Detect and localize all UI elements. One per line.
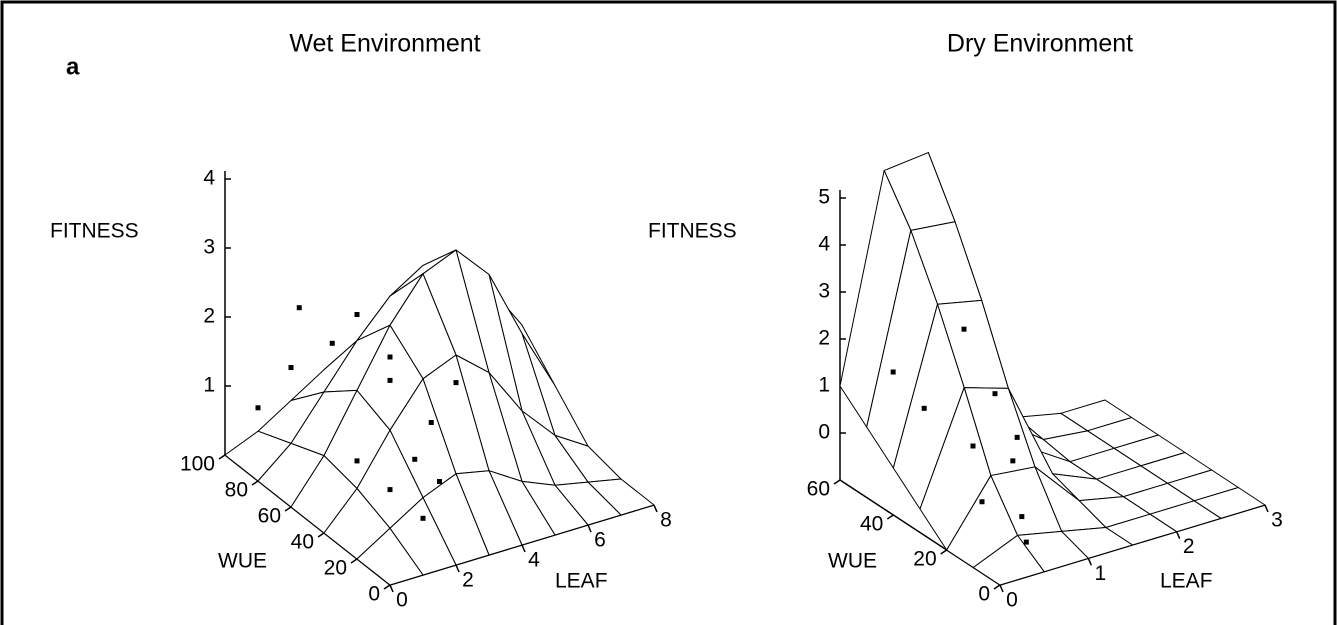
z-tick-label: 3 — [818, 280, 830, 303]
surface-cell — [356, 527, 424, 586]
x-tick — [455, 564, 460, 573]
x-axis-label: LEAF — [1160, 570, 1213, 593]
y-tick — [350, 558, 358, 564]
x-tick-label: 0 — [396, 589, 408, 612]
y-tick — [993, 584, 1001, 590]
x-tick — [587, 524, 592, 533]
chart-title: Wet Environment — [289, 30, 480, 58]
x-tick-label: 2 — [1183, 535, 1195, 558]
x-tick — [389, 584, 394, 593]
data-point — [961, 326, 967, 332]
y-tick — [251, 480, 259, 486]
data-point — [387, 487, 393, 493]
z-tick-label: 2 — [818, 327, 830, 350]
z-tick-label: 1 — [203, 374, 215, 397]
y-tick-label: 60 — [807, 478, 830, 501]
data-point — [387, 377, 393, 383]
panel-label: a — [66, 53, 80, 80]
x-tick-label: 2 — [462, 569, 474, 592]
x-tick — [653, 504, 658, 513]
x-tick-label: 3 — [1271, 509, 1283, 532]
data-point — [453, 380, 459, 386]
y-axis-label: WUE — [828, 550, 877, 573]
data-point — [1014, 434, 1020, 440]
y-tick-label: 20 — [913, 548, 936, 571]
y-tick — [218, 454, 226, 460]
y-tick — [886, 514, 894, 520]
chart-title: Dry Environment — [947, 30, 1133, 58]
z-tick-label: 4 — [203, 167, 215, 190]
y-tick-label: 0 — [978, 583, 990, 606]
data-point — [428, 420, 434, 425]
data-point — [1019, 514, 1025, 520]
y-tick-label: 40 — [860, 513, 883, 536]
y-tick — [284, 506, 292, 512]
data-point — [420, 515, 426, 521]
z-tick-label: 0 — [818, 421, 830, 444]
x-tick-label: 6 — [594, 529, 606, 552]
data-point — [437, 479, 442, 484]
x-tick — [1264, 504, 1269, 513]
x-tick — [999, 584, 1004, 593]
z-tick-label: 3 — [203, 236, 215, 259]
data-point — [296, 305, 302, 311]
y-tick-label: 60 — [258, 505, 281, 528]
data-point — [1010, 458, 1016, 464]
x-tick-label: 1 — [1094, 562, 1106, 585]
data-point — [354, 458, 360, 464]
data-point — [387, 354, 393, 360]
data-point — [288, 365, 294, 370]
x-tick — [1087, 558, 1093, 566]
data-point — [329, 340, 335, 346]
x-tick — [1175, 531, 1181, 539]
y-tick-label: 100 — [180, 453, 215, 476]
data-point — [979, 499, 985, 505]
z-tick-label: 1 — [818, 374, 830, 397]
z-axis-label: FITNESS — [648, 220, 737, 243]
y-tick — [383, 584, 391, 590]
data-point — [921, 405, 927, 411]
x-axis-label: LEAF — [555, 570, 608, 593]
y-tick — [833, 479, 841, 485]
surface-cell — [972, 534, 1045, 586]
z-tick-label: 4 — [818, 233, 830, 256]
data-point — [412, 456, 418, 462]
data-point — [890, 369, 896, 375]
y-tick-label: 20 — [324, 557, 347, 580]
y-axis-label: WUE — [218, 550, 267, 573]
y-tick — [940, 549, 948, 555]
x-tick — [521, 544, 526, 553]
data-point — [354, 312, 360, 317]
x-tick-label: 0 — [1006, 589, 1018, 612]
x-tick-label: 8 — [660, 509, 672, 532]
data-point — [1023, 539, 1029, 545]
data-point — [255, 405, 261, 411]
z-axis-label: FITNESS — [50, 220, 139, 243]
x-tick-label: 4 — [528, 549, 540, 572]
y-tick — [317, 532, 325, 538]
data-point — [970, 443, 976, 449]
y-tick-label: 40 — [291, 531, 314, 554]
data-point — [992, 391, 998, 397]
y-tick-label: 80 — [225, 479, 248, 502]
z-tick-label: 2 — [203, 305, 215, 328]
z-tick-label: 5 — [818, 186, 830, 209]
y-tick-label: 0 — [368, 583, 380, 606]
